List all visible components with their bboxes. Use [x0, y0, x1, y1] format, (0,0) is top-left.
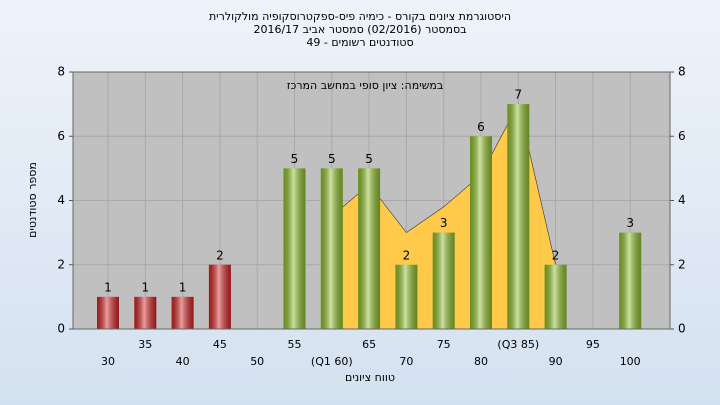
y-axis-label: מספר סטודנטים — [26, 162, 39, 238]
bar-shine — [395, 264, 418, 329]
data-label: 2 — [552, 248, 560, 262]
bar-shine — [208, 264, 231, 329]
y-tick-label: 4 — [57, 193, 65, 207]
x-axis-label: טווח ציונים — [345, 371, 395, 384]
y2-tick-label: 0 — [678, 322, 686, 336]
data-label: 2 — [216, 248, 224, 262]
data-label: 7 — [514, 88, 522, 102]
bar-shine — [470, 136, 492, 329]
plot-border — [72, 71, 671, 330]
bar-shine — [619, 232, 642, 329]
y-tick-label: 8 — [57, 65, 65, 79]
chart-subtitle: בסמסטר (02/2016) סמסטר אביב 2016/17 — [253, 23, 466, 36]
x-tick-label: 40 — [176, 355, 190, 368]
bar-shine — [432, 232, 455, 329]
bar-shine — [358, 168, 381, 329]
x-tick-label: 45 — [213, 338, 227, 351]
data-label: 1 — [141, 280, 149, 294]
x-tick-label: 95 — [586, 338, 600, 351]
data-label: 5 — [365, 152, 373, 166]
x-tick-label: 55 — [288, 338, 302, 351]
y2-tick-label: 6 — [678, 129, 686, 143]
y-tick-label: 6 — [57, 129, 65, 143]
x-tick-label: 100 — [620, 355, 641, 368]
x-tick-label: 30 — [101, 355, 115, 368]
data-label: 3 — [626, 216, 634, 230]
data-label: 5 — [291, 152, 299, 166]
bar-shine — [134, 296, 157, 329]
bar-shine — [320, 168, 343, 329]
data-label: 6 — [477, 120, 485, 134]
x-tick-label: 70 — [399, 355, 413, 368]
data-label: 3 — [440, 216, 448, 230]
x-tick-label: 75 — [437, 338, 451, 351]
data-label: 5 — [328, 152, 336, 166]
data-label: 1 — [179, 280, 187, 294]
x-tick-label: 35 — [138, 338, 152, 351]
annotation: במשימה: ציון סופי במחשב המרכז — [287, 79, 444, 92]
bar-shine — [171, 296, 194, 329]
y-tick-label: 2 — [57, 257, 65, 271]
bar-shine — [507, 104, 530, 329]
x-tick-label: 80 — [474, 355, 488, 368]
chart-title: היסטוגרמת ציונים בקורס - כימיה פיס-ספקטר… — [209, 10, 511, 23]
x-tick-label: (Q3 85) — [497, 338, 539, 351]
data-label: 1 — [104, 280, 112, 294]
x-tick-label: 50 — [250, 355, 264, 368]
data-label: 2 — [403, 248, 411, 262]
y-tick-label: 0 — [57, 322, 65, 336]
y2-tick-label: 2 — [678, 257, 686, 271]
bar-shine — [97, 296, 119, 329]
x-tick-label: 90 — [549, 355, 563, 368]
y2-tick-label: 4 — [678, 193, 686, 207]
x-tick-label: (Q1 60) — [311, 355, 353, 368]
bar-shine — [544, 264, 567, 329]
y2-tick-label: 8 — [678, 65, 686, 79]
bar-shine — [283, 168, 306, 329]
x-tick-label: 65 — [362, 338, 376, 351]
chart-subtitle: סטודנטים רשומים - 49 — [306, 36, 413, 49]
